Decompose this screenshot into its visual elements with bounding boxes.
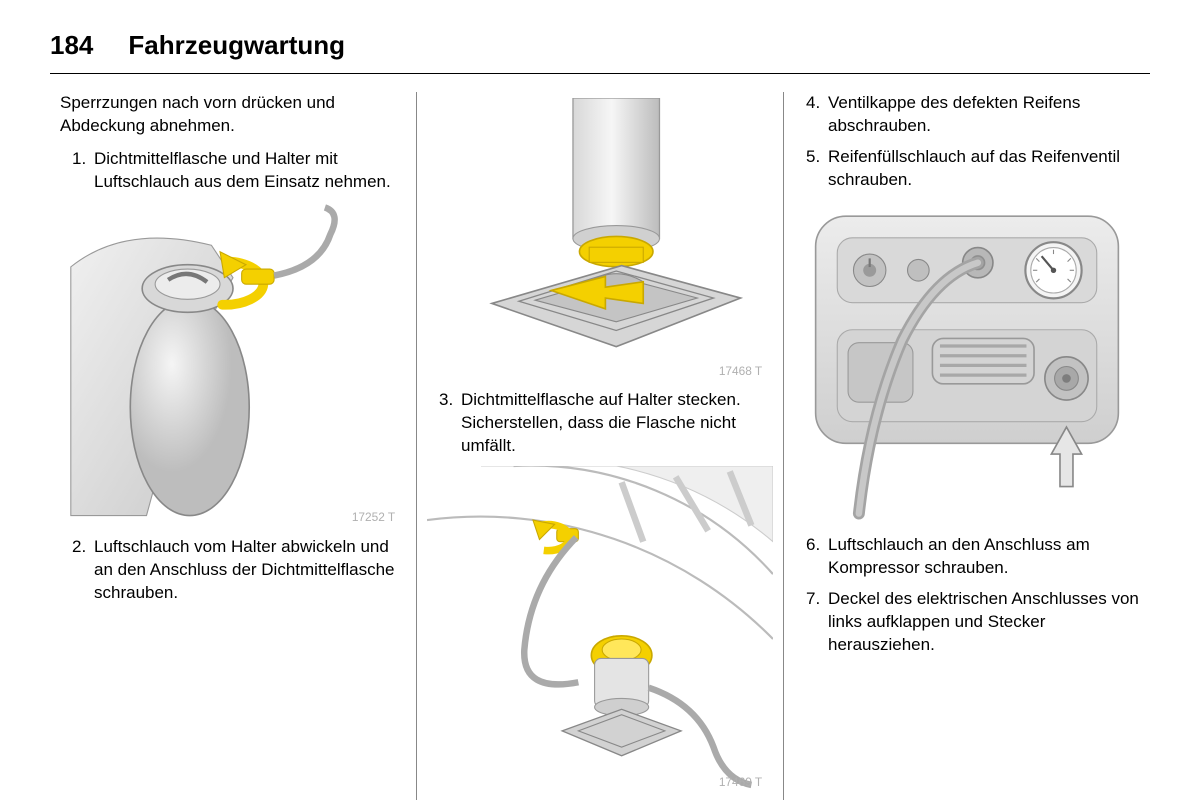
step-text: Luftschlauch vom Halter abwi­ckeln und a…: [94, 536, 406, 605]
step-4: 4. Ventilkappe des defekten Reifens absc…: [794, 92, 1140, 138]
step-3: 3. Dichtmittelflasche auf Halter ste­cke…: [427, 389, 773, 458]
figure-sealant-bottle: 17252 T: [60, 202, 406, 526]
step-number: 1.: [72, 148, 88, 194]
step-number: 6.: [806, 534, 822, 580]
column-3: 4. Ventilkappe des defekten Reifens absc…: [783, 92, 1150, 800]
step-text: Luftschlauch an den Anschluss am Kompres…: [828, 534, 1140, 580]
step-text: Dichtmittelflasche und Halter mit Luftsc…: [94, 148, 406, 194]
figure-bottle-at-wheel: 17469 T: [427, 466, 773, 790]
figure-label: 17252 T: [352, 510, 395, 524]
content-columns: Sperrzungen nach vorn drücken und Abdeck…: [50, 92, 1150, 800]
step-text: Dichtmittelflasche auf Halter ste­cken. …: [461, 389, 773, 458]
figure-label: 17469 T: [719, 775, 762, 789]
step-1: 1. Dichtmittelflasche und Halter mit Luf…: [60, 148, 406, 194]
page-number: 184: [50, 30, 93, 61]
page-header: 184 Fahrzeugwartung: [50, 30, 1150, 74]
step-number: 5.: [806, 146, 822, 192]
figure-compressor: [794, 200, 1140, 524]
step-text: Ventilkappe des defekten Reifens abschra…: [828, 92, 1140, 138]
step-number: 2.: [72, 536, 88, 605]
step-5: 5. Reifenfüllschlauch auf das Rei­fenven…: [794, 146, 1140, 192]
column-2: 17468 T 3. Dichtmittelflasche auf Halter…: [416, 92, 783, 800]
chapter-title: Fahrzeugwartung: [128, 30, 345, 61]
step-6: 6. Luftschlauch an den Anschluss am Komp…: [794, 534, 1140, 580]
column-1: Sperrzungen nach vorn drücken und Abdeck…: [50, 92, 416, 800]
step-text: Reifenfüllschlauch auf das Rei­fenventil…: [828, 146, 1140, 192]
step-7: 7. Deckel des elektrischen An­schlusses …: [794, 588, 1140, 657]
step-number: 7.: [806, 588, 822, 657]
figure-bottle-holder: 17468 T: [427, 98, 773, 379]
figure-label: 17468 T: [719, 364, 762, 378]
intro-text: Sperrzungen nach vorn drücken und Abdeck…: [60, 92, 406, 138]
step-2: 2. Luftschlauch vom Halter abwi­ckeln un…: [60, 536, 406, 605]
step-text: Deckel des elektrischen An­schlusses von…: [828, 588, 1140, 657]
step-number: 3.: [439, 389, 455, 458]
step-number: 4.: [806, 92, 822, 138]
